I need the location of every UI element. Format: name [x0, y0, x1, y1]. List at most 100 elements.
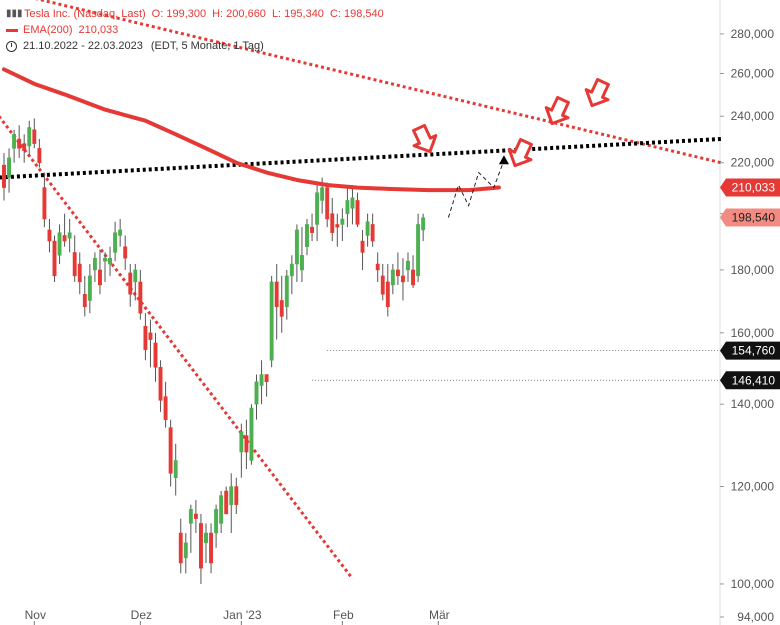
legend-range-row: 21.10.2022 - 22.03.2023 (EDT, 5 Monate, … — [6, 38, 390, 54]
candle-body — [209, 532, 214, 564]
x-tick-label: Jan '23 — [223, 608, 262, 622]
price-tag — [720, 208, 780, 227]
candle-body — [7, 157, 11, 178]
candle-body — [12, 134, 17, 149]
candle-body — [77, 263, 82, 283]
candle-body — [365, 221, 370, 236]
candle-body — [173, 460, 178, 478]
candle-body — [395, 269, 400, 277]
candlestick-icon: ▮▮▮ — [6, 8, 23, 19]
candle-body — [153, 342, 158, 368]
candle-body — [229, 486, 234, 505]
y-tick-label: 280,000 — [731, 27, 775, 41]
candle-body — [274, 281, 279, 308]
y-tick-label: 94,000 — [737, 610, 774, 624]
candle-body — [294, 229, 299, 265]
price-tag-label: 210,033 — [732, 180, 776, 194]
candle-body — [269, 281, 274, 361]
candle-body — [82, 293, 87, 308]
legend-open: O: 199,300 — [151, 8, 207, 20]
y-tick-label: 180,000 — [731, 263, 775, 277]
candle-body — [178, 532, 183, 564]
candle-body — [401, 275, 405, 283]
clock-icon — [6, 40, 17, 52]
candle-body — [214, 509, 219, 534]
projection-arrowhead — [498, 155, 509, 165]
candle-body — [310, 226, 315, 233]
candle-body — [360, 240, 365, 253]
candle-body — [47, 229, 52, 242]
candle-body — [118, 229, 123, 236]
candle-body — [92, 257, 97, 271]
candle-body — [113, 232, 118, 253]
y-tick-label: 140,000 — [731, 397, 775, 411]
candle-body — [406, 260, 410, 271]
price-tag — [720, 371, 780, 390]
candle-body — [103, 257, 107, 262]
candle-body — [62, 235, 67, 242]
candle-body — [284, 275, 289, 308]
legend-title: Tesla Inc. (Nasdaq, Last) — [24, 8, 146, 20]
candle-body — [143, 325, 148, 351]
candle-body — [375, 263, 380, 271]
down-arrow-icon — [544, 95, 570, 126]
candle-body — [264, 374, 269, 383]
y-tick-label: 100,000 — [731, 577, 775, 591]
candle-body — [249, 407, 254, 461]
candle-body — [183, 542, 188, 559]
candle-body — [254, 381, 259, 405]
candle-body — [224, 490, 229, 515]
candle-body — [416, 224, 421, 277]
candle-body — [330, 213, 335, 233]
candle-body — [335, 224, 340, 228]
candle-body — [87, 275, 92, 301]
x-tick-label: Nov — [25, 608, 46, 622]
candle-body — [168, 427, 173, 474]
y-tick-label: 220,000 — [731, 156, 775, 170]
y-tick-label: 240,000 — [731, 109, 775, 123]
price-tag — [720, 178, 780, 197]
candle-body — [42, 187, 47, 220]
candle-body — [123, 246, 128, 259]
candle-body — [345, 200, 350, 214]
candle-body — [234, 486, 239, 505]
y-tick-label: 160,000 — [731, 326, 775, 340]
ema200-line — [2, 67, 501, 193]
candle-body — [320, 187, 325, 201]
candle-body — [72, 252, 77, 277]
price-tag-label: 146,410 — [732, 373, 776, 387]
candle-body — [350, 197, 355, 209]
candle-body — [188, 509, 193, 524]
candle-body — [138, 281, 143, 314]
candle-body — [128, 272, 133, 295]
candle-body — [32, 129, 37, 144]
candle-body — [133, 269, 138, 283]
candle-body — [219, 495, 224, 524]
y-tick-label: 120,000 — [731, 480, 775, 494]
candle-body — [193, 513, 198, 519]
y-tick-label: 260,000 — [731, 66, 775, 80]
down-arrow-icon — [507, 137, 533, 168]
candle-body — [411, 269, 416, 286]
price-tag — [720, 341, 780, 360]
candle-body — [259, 374, 264, 386]
x-tick-label: Feb — [333, 608, 354, 622]
candle-body — [305, 224, 309, 247]
legend-ema-label: EMA(200) — [23, 24, 73, 36]
upper-resistance-line — [35, 0, 722, 165]
candle-body — [340, 218, 345, 225]
down-arrow-icon — [584, 77, 610, 108]
candle-body — [390, 269, 395, 286]
price-tag-label: 154,760 — [732, 344, 776, 358]
legend-range-note: (EDT, 5 Monate, 1 Tag) — [150, 40, 264, 52]
horizontal-resistance-line — [0, 136, 722, 180]
candle-body — [370, 224, 375, 242]
legend-ema-value: 210,033 — [78, 24, 119, 36]
legend-ema-row: EMA(200) 210,033 — [6, 22, 390, 38]
candle-body — [380, 275, 385, 295]
candle-body — [98, 269, 102, 286]
candle-body — [199, 523, 203, 569]
candle-body — [325, 187, 330, 220]
candle-body — [57, 232, 62, 256]
